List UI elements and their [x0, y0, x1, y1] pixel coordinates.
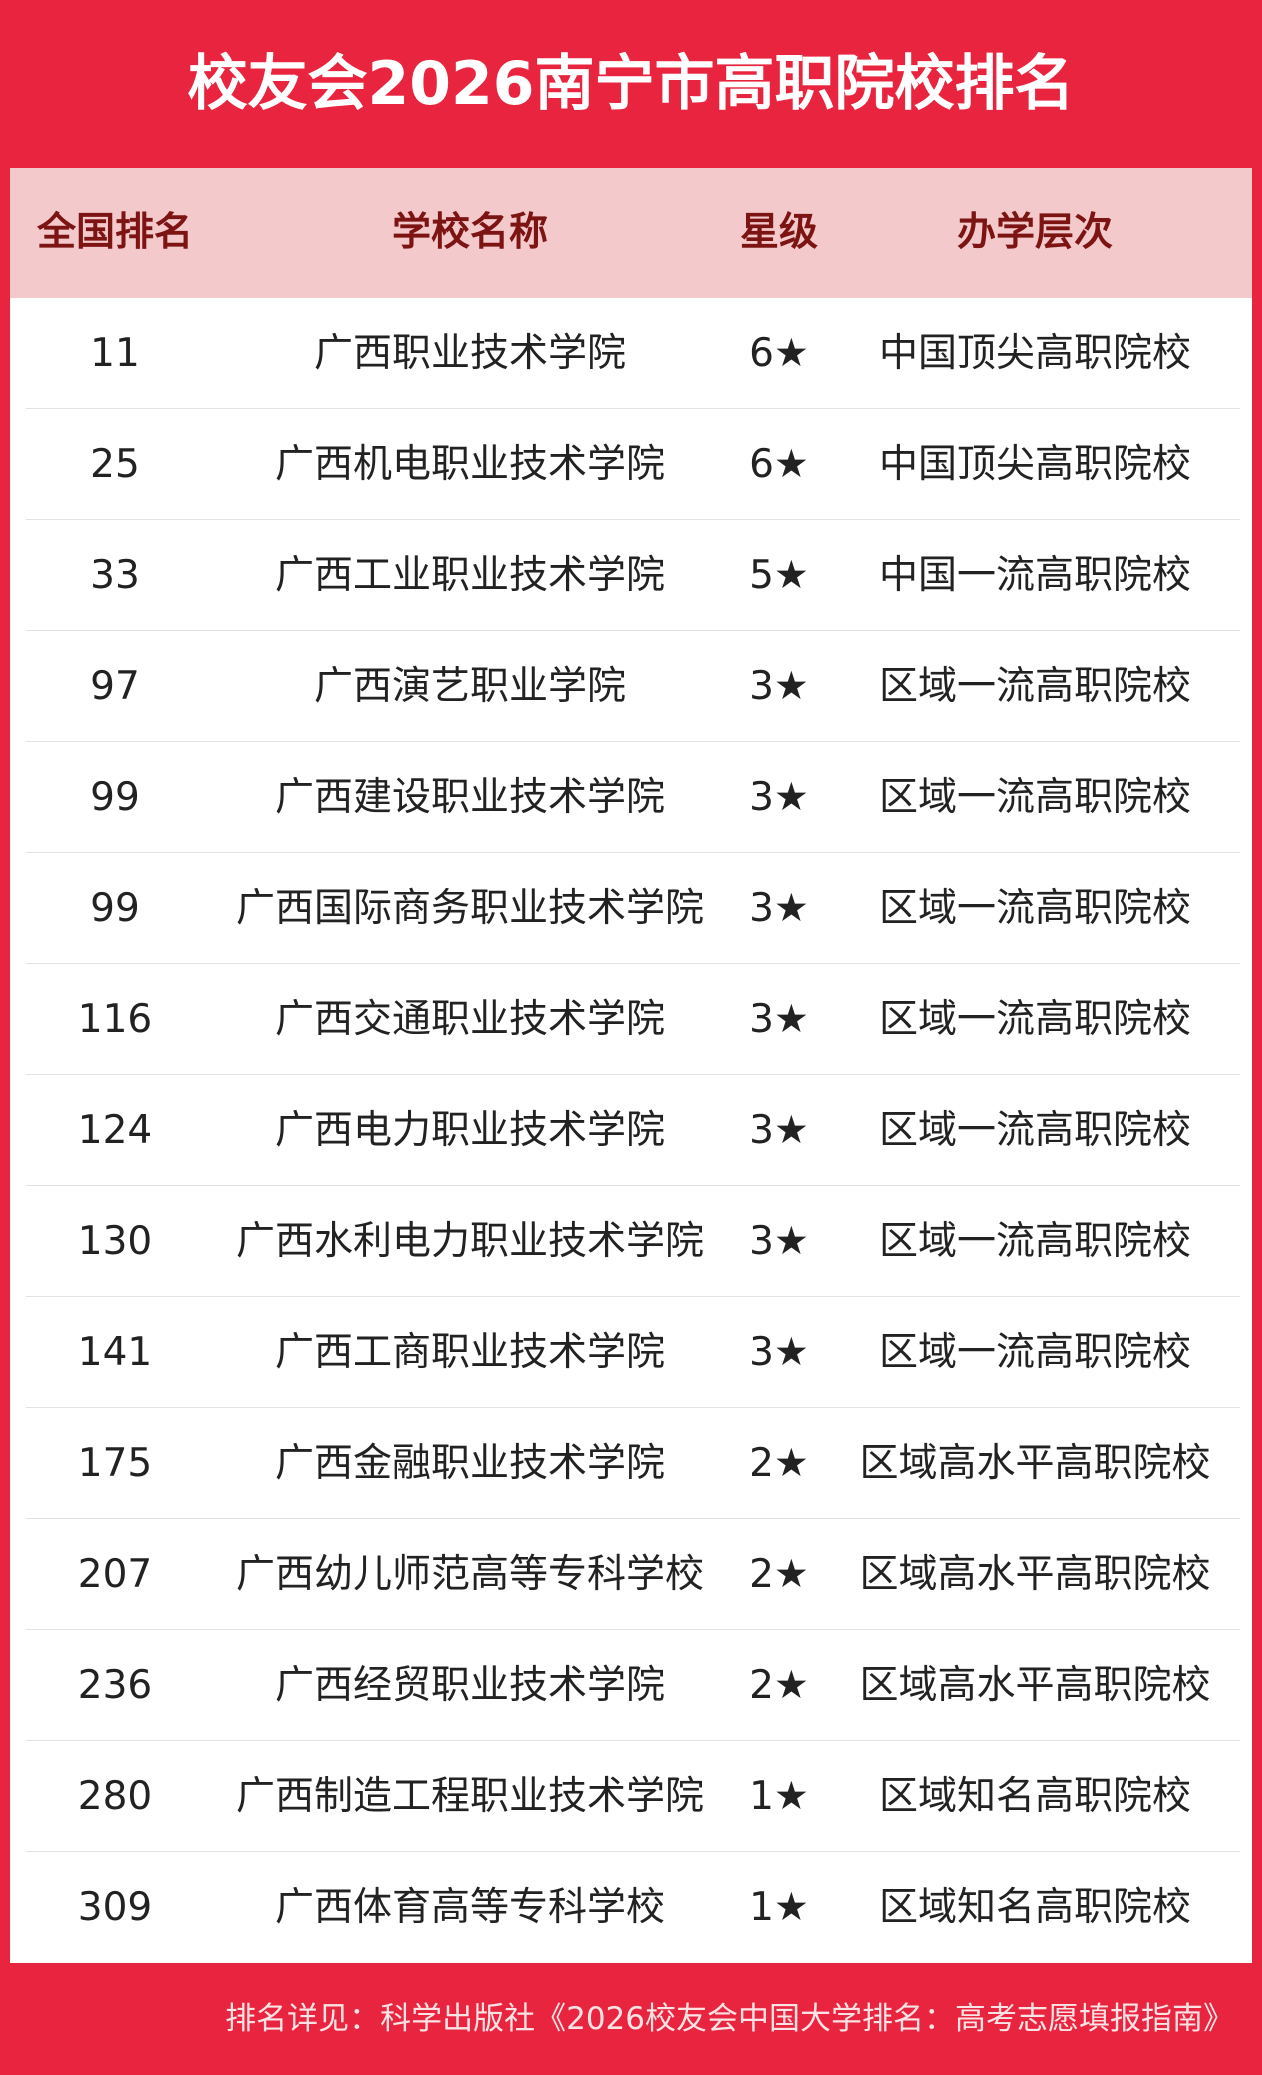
- column-header: 全国排名: [36, 210, 194, 255]
- table-cell: 236: [77, 1663, 153, 1708]
- table-cell: 97: [90, 664, 140, 709]
- table-cell: 区域一流高职院校: [878, 1108, 1192, 1153]
- title: 校友会2026南宁市高职院校排名: [187, 49, 1075, 119]
- table-cell: 广西演艺职业学院: [313, 664, 627, 709]
- table-cell: 广西经贸职业技术学院: [274, 1663, 666, 1708]
- table-row: 236 广西经贸职业技术学院 2★ 区域高水平高职院校: [10, 1630, 1252, 1741]
- table-cell: 广西体育高等专科学校: [274, 1885, 666, 1930]
- row-divider: [26, 1518, 1240, 1519]
- table-cell: 广西电力职业技术学院: [274, 1108, 666, 1153]
- table-cell: 广西职业技术学院: [313, 331, 627, 376]
- table-cell: 25: [90, 442, 140, 487]
- table-cell: 中国顶尖高职院校: [878, 442, 1192, 487]
- row-divider: [26, 963, 1240, 964]
- table-cell: 207: [77, 1552, 153, 1597]
- table-cell: 区域一流高职院校: [878, 1330, 1192, 1375]
- table-cell: 区域高水平高职院校: [859, 1552, 1211, 1597]
- table-cell: 3★: [749, 997, 809, 1042]
- table-cell: 2★: [749, 1552, 809, 1597]
- row-divider: [26, 1407, 1240, 1408]
- table-cell: 区域一流高职院校: [878, 886, 1192, 931]
- table-row: 97 广西演艺职业学院 3★ 区域一流高职院校: [10, 631, 1252, 742]
- footer-source: 排名详见：科学出版社《2026校友会中国大学排名：高考志愿填报指南》: [225, 2001, 1234, 2037]
- table-cell: 1★: [749, 1885, 809, 1930]
- table-cell: 广西工商职业技术学院: [274, 1330, 666, 1375]
- table-cell: 广西机电职业技术学院: [274, 442, 666, 487]
- table-cell: 3★: [749, 886, 809, 931]
- column-header: 学校名称: [391, 210, 549, 255]
- table-cell: 116: [77, 997, 153, 1042]
- table-cell: 区域一流高职院校: [878, 664, 1192, 709]
- row-divider: [26, 741, 1240, 742]
- table-cell: 309: [77, 1885, 153, 1930]
- table-row: 124 广西电力职业技术学院 3★ 区域一流高职院校: [10, 1075, 1252, 1186]
- row-divider: [26, 519, 1240, 520]
- row-divider: [26, 1629, 1240, 1630]
- table: 全国排名 学校名称 星级 办学层次 11 广西职业技术学院 6★ 中国顶尖高职院校 25 广西机…: [10, 168, 1252, 1963]
- table-cell: 中国一流高职院校: [878, 553, 1192, 598]
- table-cell: 中国顶尖高职院校: [878, 331, 1192, 376]
- table-cell: 广西幼儿师范高等专科学校: [235, 1552, 705, 1597]
- table-cell: 1★: [749, 1774, 809, 1819]
- table-cell: 广西金融职业技术学院: [274, 1441, 666, 1486]
- column-header: 星级: [739, 210, 819, 255]
- table-cell: 141: [77, 1330, 153, 1375]
- table-row: 309 广西体育高等专科学校 1★ 区域知名高职院校: [10, 1852, 1252, 1963]
- row-divider: [26, 1296, 1240, 1297]
- table-cell: 3★: [749, 1219, 809, 1264]
- table-cell: 区域高水平高职院校: [859, 1441, 1211, 1486]
- table-cell: 区域知名高职院校: [878, 1774, 1192, 1819]
- table-cell: 11: [90, 331, 140, 376]
- table-row: 141 广西工商职业技术学院 3★ 区域一流高职院校: [10, 1297, 1252, 1408]
- row-divider: [26, 852, 1240, 853]
- table-row: 99 广西建设职业技术学院 3★ 区域一流高职院校: [10, 742, 1252, 853]
- row-divider: [26, 1740, 1240, 1741]
- table-row: 207 广西幼儿师范高等专科学校 2★ 区域高水平高职院校: [10, 1519, 1252, 1630]
- table-cell: 区域一流高职院校: [878, 775, 1192, 820]
- table-cell: 5★: [749, 553, 809, 598]
- row-divider: [26, 408, 1240, 409]
- table-row: 116 广西交通职业技术学院 3★ 区域一流高职院校: [10, 964, 1252, 1075]
- table-cell: 3★: [749, 775, 809, 820]
- table-cell: 175: [77, 1441, 153, 1486]
- table-cell: 130: [77, 1219, 153, 1264]
- table-cell: 2★: [749, 1663, 809, 1708]
- table-cell: 广西制造工程职业技术学院: [235, 1774, 705, 1819]
- table-cell: 广西国际商务职业技术学院: [235, 886, 705, 931]
- table-cell: 33: [90, 553, 140, 598]
- table-cell: 99: [90, 775, 140, 820]
- table-row: 130 广西水利电力职业技术学院 3★ 区域一流高职院校: [10, 1186, 1252, 1297]
- column-header: 办学层次: [956, 210, 1114, 255]
- table-row: 99 广西国际商务职业技术学院 3★ 区域一流高职院校: [10, 853, 1252, 964]
- table-cell: 6★: [749, 442, 809, 487]
- table-header: 全国排名 学校名称 星级 办学层次: [10, 168, 1252, 298]
- table-cell: 3★: [749, 1330, 809, 1375]
- row-divider: [26, 630, 1240, 631]
- table-row: 280 广西制造工程职业技术学院 1★ 区域知名高职院校: [10, 1741, 1252, 1852]
- table-cell: 3★: [749, 664, 809, 709]
- table-row: 25 广西机电职业技术学院 6★ 中国顶尖高职院校: [10, 409, 1252, 520]
- table-cell: 3★: [749, 1108, 809, 1153]
- table-cell: 区域知名高职院校: [878, 1885, 1192, 1930]
- row-divider: [26, 1851, 1240, 1852]
- table-cell: 124: [77, 1108, 153, 1153]
- table-cell: 区域一流高职院校: [878, 997, 1192, 1042]
- table-row: 175 广西金融职业技术学院 2★ 区域高水平高职院校: [10, 1408, 1252, 1519]
- table-cell: 6★: [749, 331, 809, 376]
- table-cell: 280: [77, 1774, 153, 1819]
- table-cell: 2★: [749, 1441, 809, 1486]
- table-cell: 99: [90, 886, 140, 931]
- row-divider: [26, 1074, 1240, 1075]
- table-cell: 广西水利电力职业技术学院: [235, 1219, 705, 1264]
- table-cell: 区域一流高职院校: [878, 1219, 1192, 1264]
- table-row: 11 广西职业技术学院 6★ 中国顶尖高职院校: [10, 298, 1252, 409]
- table-cell: 广西交通职业技术学院: [274, 997, 666, 1042]
- row-divider: [26, 1185, 1240, 1186]
- table-cell: 广西建设职业技术学院: [274, 775, 666, 820]
- table-row: 33 广西工业职业技术学院 5★ 中国一流高职院校: [10, 520, 1252, 631]
- table-cell: 广西工业职业技术学院: [274, 553, 666, 598]
- table-cell: 区域高水平高职院校: [859, 1663, 1211, 1708]
